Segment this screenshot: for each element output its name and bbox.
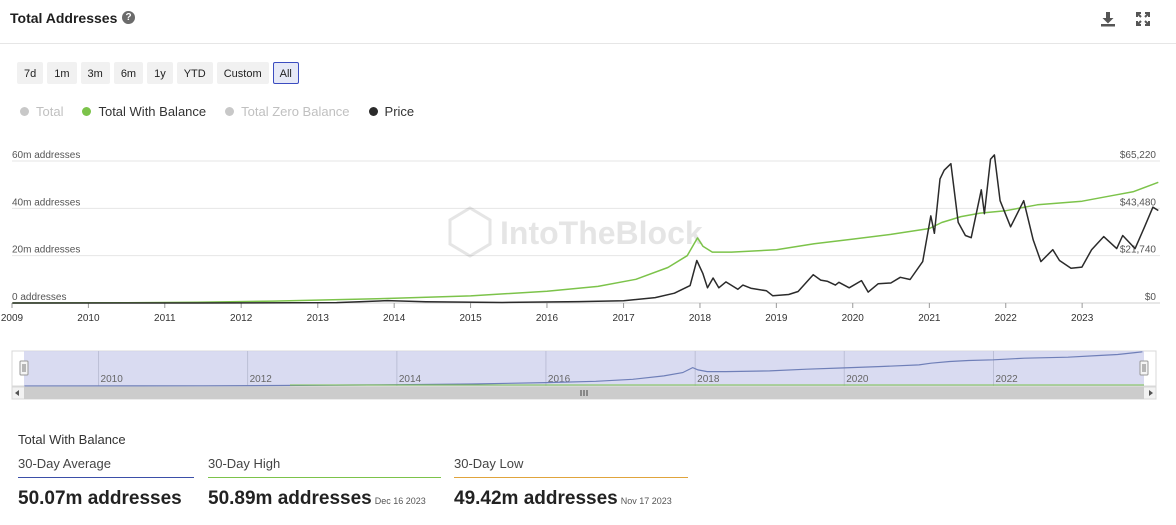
- x-tick-label: 2020: [842, 313, 865, 324]
- stat-average-label: 30-Day Average: [18, 456, 194, 478]
- legend-label: Total Zero Balance: [241, 104, 350, 119]
- x-tick-label: 2010: [77, 313, 100, 324]
- stats-title: Total With Balance: [18, 432, 126, 447]
- stat-high-label: 30-Day High: [208, 456, 441, 478]
- range-button-7d[interactable]: 7d: [17, 62, 44, 84]
- y-right-tick-label: $65,220: [1120, 150, 1157, 161]
- range-selector: 7d 1m 3m 6m 1y YTD Custom All: [17, 62, 299, 84]
- main-chart[interactable]: 0 addresses 20m addresses 40m addresses 60m…: [0, 148, 1176, 338]
- legend-label: Price: [384, 104, 415, 119]
- navigator-label: 2014: [399, 374, 422, 385]
- range-button-3m[interactable]: 3m: [80, 62, 110, 84]
- navigator-right-handle: [1139, 360, 1149, 376]
- range-button-custom[interactable]: Custom: [216, 62, 269, 84]
- navigator-selection: [24, 351, 1144, 386]
- range-navigator[interactable]: 2010 2012 2014 2016 2018 2020 2022: [0, 348, 1176, 402]
- y-left-tick-label: 60m addresses: [12, 150, 80, 161]
- watermark-logo-icon: [448, 206, 492, 258]
- x-tick-label: 2018: [689, 313, 712, 324]
- stat-average: 30-Day Average 50.07m addresses: [18, 456, 194, 510]
- x-tick-label: 2011: [154, 313, 176, 324]
- x-tick-label: 2021: [918, 313, 941, 324]
- x-tick-label: 2009: [1, 313, 24, 324]
- navigator-label: 2012: [250, 374, 273, 385]
- legend-label: Total: [36, 104, 64, 119]
- series-line-price: [12, 154, 1159, 304]
- stat-average-value: 50.07m addresses: [18, 488, 182, 509]
- stat-low: 30-Day Low 49.42m addresses Nov 17 2023: [454, 456, 688, 510]
- chart-header: Total Addresses ?: [0, 0, 1176, 44]
- y-right-tick-label: $0: [1145, 292, 1157, 303]
- range-button-6m[interactable]: 6m: [113, 62, 144, 84]
- y-right-tick-label: $43,480: [1120, 197, 1157, 208]
- x-tick-label: 2019: [765, 313, 788, 324]
- stat-low-label: 30-Day Low: [454, 456, 688, 478]
- legend-dot: [82, 107, 92, 116]
- navigator-label: 2010: [101, 374, 124, 385]
- legend-label: Total With Balance: [98, 104, 207, 119]
- x-tick-label: 2022: [995, 313, 1018, 324]
- y-right-tick-label: $21,740: [1120, 245, 1157, 256]
- navigator-label: 2018: [697, 374, 720, 385]
- x-tick-label: 2015: [459, 313, 482, 324]
- range-button-ytd[interactable]: YTD: [176, 62, 213, 84]
- expand-icon[interactable]: [1134, 10, 1152, 28]
- help-icon[interactable]: ?: [122, 11, 135, 24]
- stats-panel: Total With Balance 30-Day Average 50.07m…: [18, 432, 688, 509]
- series-line-total-with-balance: [12, 181, 1159, 304]
- stat-low-date: Nov 17 2023: [620, 496, 672, 506]
- stat-high-date: Dec 16 2023: [374, 496, 426, 506]
- x-tick-label: 2017: [612, 313, 635, 324]
- watermark: IntoTheBlock: [448, 206, 703, 258]
- navigator-label: 2016: [548, 374, 571, 385]
- y-left-tick-label: 40m addresses: [12, 197, 80, 208]
- legend-item-price[interactable]: Price: [368, 104, 415, 119]
- y-left-tick-label: 20m addresses: [12, 245, 80, 256]
- range-button-1m[interactable]: 1m: [47, 62, 77, 84]
- legend-item-total-zero-balance[interactable]: Total Zero Balance: [225, 104, 350, 119]
- chart-legend: Total Total With Balance Total Zero Balanc…: [20, 104, 414, 119]
- legend-dot: [20, 107, 29, 116]
- navigator-label: 2020: [846, 374, 869, 385]
- stat-high-value: 50.89m addresses: [208, 488, 372, 509]
- page-title: Total Addresses: [10, 10, 118, 26]
- legend-dot: [368, 107, 378, 116]
- x-tick-label: 2023: [1071, 313, 1094, 324]
- range-button-1y[interactable]: 1y: [147, 62, 173, 84]
- x-tick-label: 2014: [383, 313, 406, 324]
- range-button-all[interactable]: All: [272, 62, 299, 84]
- legend-item-total[interactable]: Total: [20, 104, 63, 119]
- watermark-text: IntoTheBlock: [500, 215, 703, 251]
- scroll-right-arrow-icon: [1149, 390, 1153, 396]
- x-tick-label: 2012: [230, 313, 253, 324]
- legend-dot: [225, 107, 235, 116]
- legend-item-total-with-balance[interactable]: Total With Balance: [82, 104, 206, 119]
- x-tick-label: 2013: [307, 313, 330, 324]
- stat-low-value: 49.42m addresses: [454, 488, 618, 509]
- scroll-left-arrow-icon: [15, 390, 19, 396]
- stat-high: 30-Day High 50.89m addresses Dec 16 2023: [208, 456, 441, 510]
- x-tick-label: 2016: [536, 313, 559, 324]
- y-left-tick-label: 0 addresses: [12, 292, 66, 303]
- download-icon[interactable]: [1099, 10, 1117, 28]
- navigator-label: 2022: [996, 374, 1019, 385]
- navigator-left-handle: [19, 360, 29, 376]
